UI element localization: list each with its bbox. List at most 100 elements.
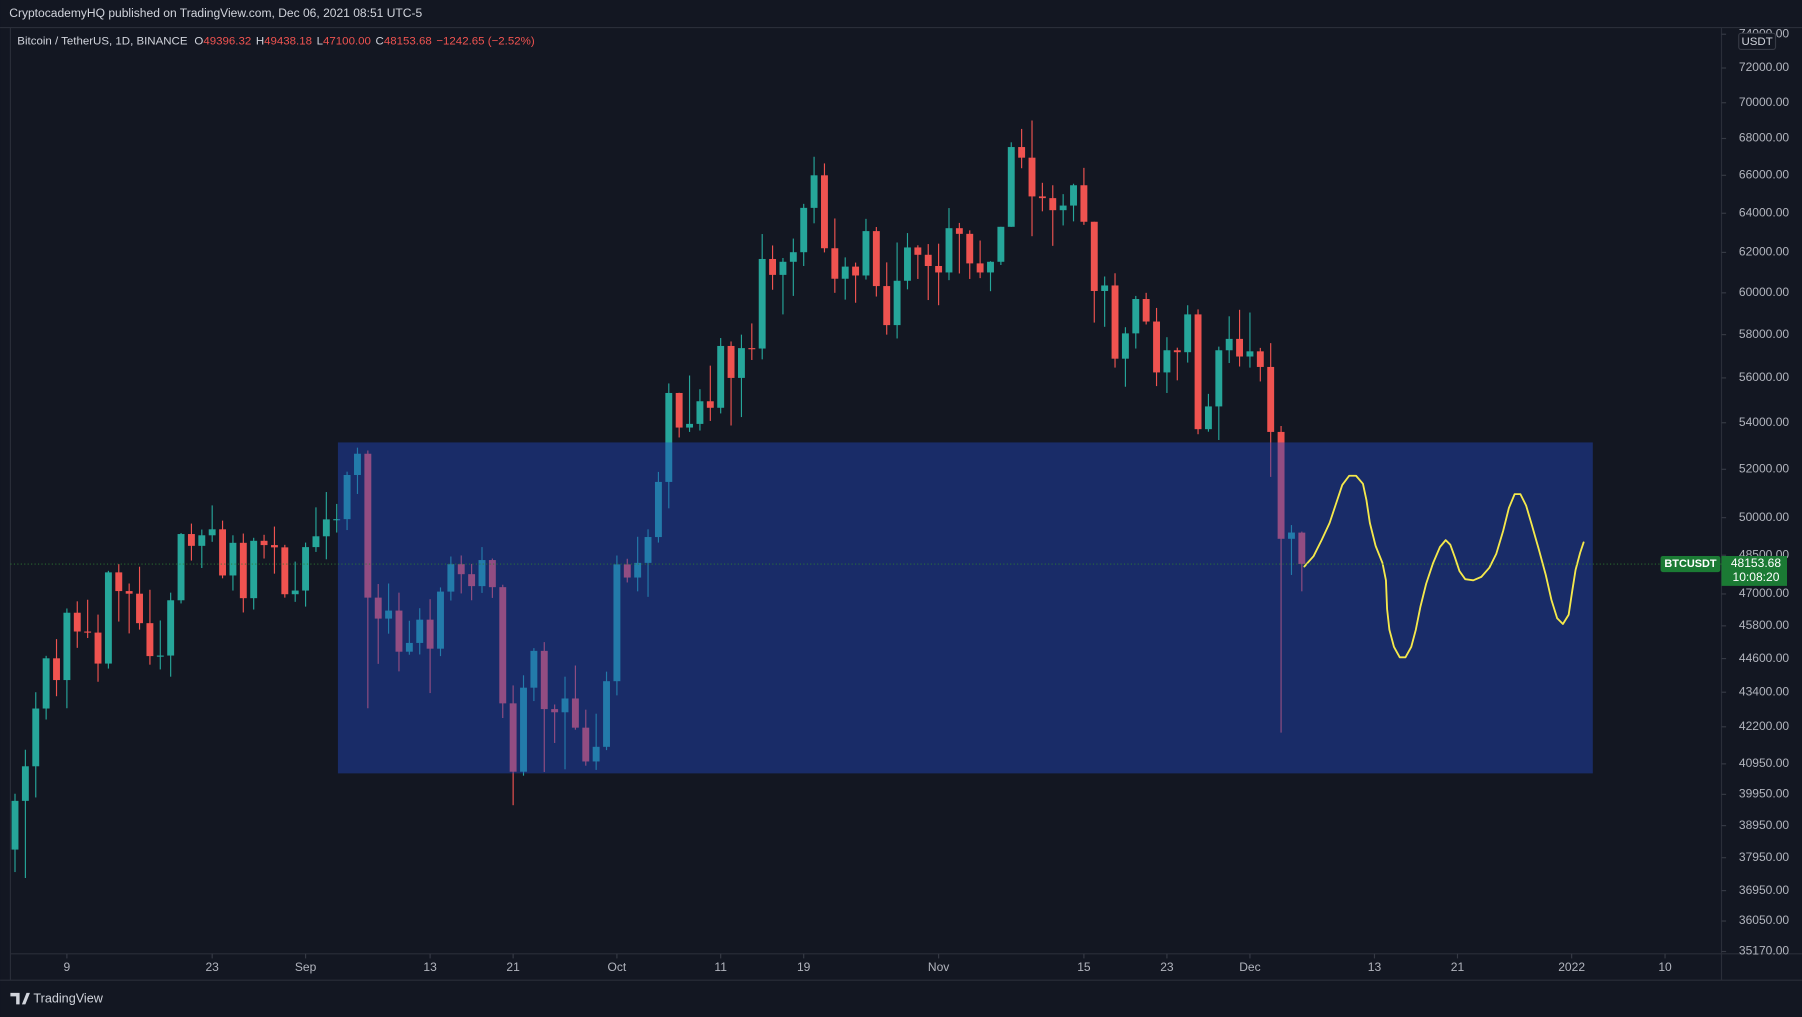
candle-body xyxy=(229,542,237,576)
candle-body xyxy=(613,564,621,682)
legend-value: 49438.18 xyxy=(264,35,312,47)
legend-key: H xyxy=(256,35,264,47)
candle-body xyxy=(343,474,351,520)
candle-body xyxy=(1225,338,1233,351)
x-tick-label: 23 xyxy=(205,960,219,974)
candle-body xyxy=(208,529,216,536)
candle-body xyxy=(1236,338,1244,357)
y-tick-label: 36050.00 xyxy=(1739,913,1790,927)
candle-body xyxy=(1246,351,1254,357)
candle-body xyxy=(540,650,548,710)
candle-body xyxy=(810,175,818,208)
candle-body xyxy=(11,800,19,850)
candle-body xyxy=(852,266,860,276)
candle-body xyxy=(779,261,787,275)
x-tick-label: Nov xyxy=(928,960,949,974)
legend-change: −1242.65 (−2.52%) xyxy=(436,35,535,47)
publisher-line: CryptocademyHQ published on TradingView.… xyxy=(9,6,422,20)
y-tick-label: 39950.00 xyxy=(1739,787,1790,801)
candle-body xyxy=(322,519,330,537)
candle-body xyxy=(997,226,1005,262)
candle-body xyxy=(883,286,891,326)
candle-body xyxy=(177,534,185,601)
x-tick-label: Dec xyxy=(1239,960,1260,974)
candle-body xyxy=(1080,185,1088,222)
y-tick-label: 44600.00 xyxy=(1739,651,1790,665)
candle-body xyxy=(354,453,361,475)
candle-body xyxy=(136,593,143,624)
y-tick-label: 58000.00 xyxy=(1739,327,1790,341)
candle-body xyxy=(748,348,756,350)
x-tick-label: 10 xyxy=(1658,960,1672,974)
candle-body xyxy=(551,709,559,713)
x-tick-label: 2022 xyxy=(1558,960,1585,974)
y-tick-label: 42200.00 xyxy=(1739,719,1790,733)
candle-body xyxy=(1028,157,1036,197)
candle-body xyxy=(893,280,901,326)
x-tick-label: 9 xyxy=(64,960,71,974)
y-tick-label: 54000.00 xyxy=(1739,415,1790,429)
candle-body xyxy=(592,746,600,762)
candle-body xyxy=(831,248,839,279)
candle-body xyxy=(1121,333,1129,359)
y-tick-label: 56000.00 xyxy=(1739,370,1790,384)
y-tick-label: 72000.00 xyxy=(1739,60,1790,74)
candle-body xyxy=(385,610,393,619)
candle-body xyxy=(32,708,40,767)
candle-body xyxy=(1267,366,1275,432)
candle-body xyxy=(364,453,372,598)
candle-body xyxy=(457,564,465,575)
candle-body xyxy=(84,631,92,633)
symbol-box xyxy=(1660,556,1721,573)
candle-body xyxy=(488,560,496,588)
candle-body xyxy=(291,590,299,595)
candle-body xyxy=(125,591,133,594)
candle-body xyxy=(302,547,310,591)
candle-body xyxy=(1059,205,1067,211)
candle-body xyxy=(167,600,175,656)
footer-brand: TradingView xyxy=(33,992,103,1006)
candle-body xyxy=(395,610,403,652)
y-tick-label: 52000.00 xyxy=(1739,461,1790,475)
candle-body xyxy=(769,258,777,275)
projection-curve xyxy=(1303,474,1585,659)
candle-body xyxy=(1298,532,1306,565)
candle-body xyxy=(904,247,911,281)
candle-body xyxy=(914,247,922,255)
candle-body xyxy=(623,564,631,578)
y-tick-label: 62000.00 xyxy=(1739,245,1790,259)
candle-body xyxy=(737,348,745,378)
last-price-box xyxy=(1721,556,1787,586)
x-tick-label: Sep xyxy=(295,960,317,974)
candle-body xyxy=(447,564,455,592)
candle-body xyxy=(1101,285,1109,291)
candle-body xyxy=(717,345,725,408)
legend-value: 49396.32 xyxy=(203,35,251,47)
candle-body xyxy=(530,650,538,688)
symbol-label: BTCUSDT xyxy=(1664,558,1716,570)
candle-body xyxy=(426,619,434,649)
x-tick-label: 21 xyxy=(506,960,520,974)
candle-body xyxy=(924,254,932,267)
candle-body xyxy=(281,547,289,595)
candle-body xyxy=(800,207,808,253)
candle-body xyxy=(789,252,797,262)
y-tick-label: 50000.00 xyxy=(1739,510,1790,524)
candle-body xyxy=(260,540,268,546)
last-price-label: 48153.68 xyxy=(1731,556,1782,570)
candle-body xyxy=(727,345,735,378)
candle-body xyxy=(862,231,870,276)
candle-body xyxy=(156,655,164,657)
candle-body xyxy=(935,266,943,273)
candle-body xyxy=(405,642,413,652)
candle-body xyxy=(1173,350,1181,353)
candle-body xyxy=(270,545,278,548)
candle-body xyxy=(976,263,984,273)
legend-key: C xyxy=(376,35,384,47)
legend-value: 48153.68 xyxy=(384,35,432,47)
candle-body xyxy=(1277,431,1285,539)
candle-body xyxy=(146,623,154,657)
x-tick-label: 15 xyxy=(1077,960,1091,974)
candle-body xyxy=(654,481,662,538)
